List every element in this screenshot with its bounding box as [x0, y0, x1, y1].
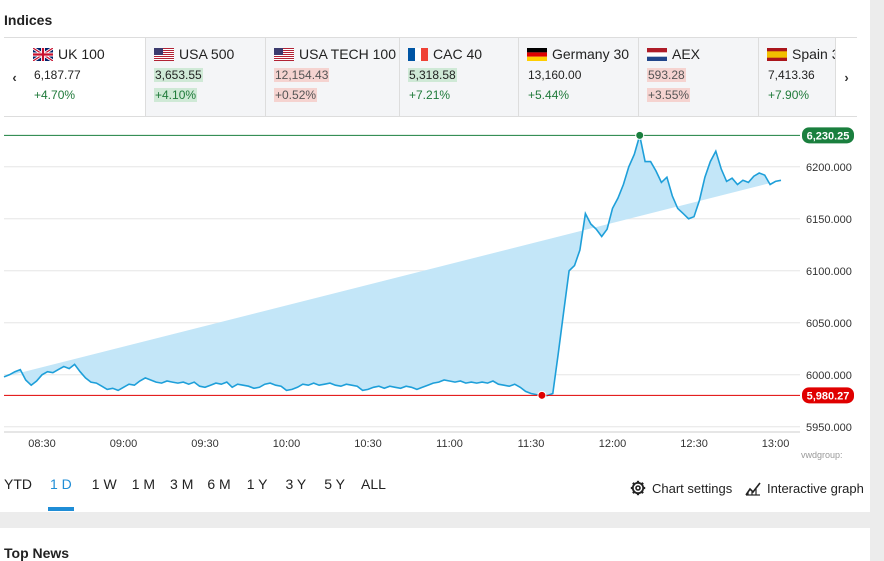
tile-price: 6,187.77	[34, 68, 81, 82]
period-all[interactable]: ALL	[361, 476, 386, 492]
section-title: Indices	[4, 12, 53, 28]
interactive-graph-button[interactable]: Interactive graph	[745, 480, 864, 496]
tile-change: +7.90%	[768, 88, 810, 102]
x-tick-label: 13:00	[762, 438, 790, 450]
index-tile-cac-40[interactable]: CAC 40 5,318.58 +7.21%	[400, 38, 519, 116]
interactive-graph-label: Interactive graph	[767, 480, 864, 496]
tile-price: 593.28	[647, 68, 686, 82]
x-tick-label: 09:30	[191, 438, 219, 450]
x-tick-label: 11:30	[518, 438, 545, 450]
indices-card: Indices ‹ UK 100 6,187.77 +4.70% USA 500…	[0, 0, 870, 512]
us-flag-icon	[274, 47, 294, 61]
period-6m[interactable]: 6 M	[207, 476, 231, 492]
tile-price: 3,653.55	[154, 68, 203, 82]
period-3y[interactable]: 3 Y	[285, 476, 307, 492]
source-label: vwdgroup:	[801, 450, 843, 460]
nl-flag-icon	[647, 47, 667, 61]
x-tick-label: 12:30	[680, 438, 708, 450]
low-badge-label: 5,980.27	[807, 390, 850, 402]
period-1m[interactable]: 1 M	[131, 476, 156, 492]
y-tick-label: 6100.000	[806, 266, 852, 278]
x-tick-label: 08:30	[28, 438, 56, 450]
tile-name: Spain 35	[792, 46, 848, 62]
period-3m[interactable]: 3 M	[170, 476, 194, 492]
gear-icon	[630, 480, 646, 496]
index-tile-spain-35[interactable]: Spain 35 7,413.36 +7.90%	[759, 38, 857, 116]
index-tile-uk-100[interactable]: UK 100 6,187.77 +4.70%	[25, 38, 146, 116]
gb-flag-icon	[32, 46, 54, 62]
scroll-left-button[interactable]: ‹	[4, 38, 26, 116]
tile-price: 5,318.58	[408, 68, 457, 82]
period-1y[interactable]: 1 Y	[246, 476, 268, 492]
tile-price: 13,160.00	[528, 68, 582, 82]
tile-change: +4.10%	[154, 88, 198, 102]
tile-change: +0.52%	[274, 88, 318, 102]
scroll-right-button[interactable]: ›	[835, 38, 857, 116]
y-tick-label: 6050.000	[806, 318, 852, 330]
tile-price: 12,154.43	[274, 68, 330, 82]
price-chart[interactable]: 6200.000 6150.000 6100.000 6050.000 6000.000…	[0, 120, 870, 465]
tile-name: USA TECH 100	[299, 46, 397, 62]
y-tick-label: 5950.000	[806, 422, 852, 434]
de-flag-icon	[527, 47, 547, 61]
index-tile-aex[interactable]: AEX 593.28 +3.55%	[639, 38, 759, 116]
tile-change: +4.70%	[34, 88, 76, 102]
y-tick-label: 6150.000	[806, 214, 852, 226]
chart-settings-label: Chart settings	[652, 480, 733, 496]
low-marker	[537, 390, 547, 400]
tile-name: USA 500	[179, 46, 235, 62]
period-1w[interactable]: 1 W	[91, 476, 117, 492]
top-news-title: Top News	[4, 545, 70, 561]
tile-change: +3.55%	[647, 88, 691, 102]
tile-name: CAC 40	[433, 46, 483, 62]
chevron-left-icon: ‹	[12, 69, 17, 85]
high-badge	[802, 127, 854, 144]
period-selector: YTD 1 D 1 W 1 M 3 M 6 M 1 Y 3 Y 5 Y ALL	[0, 476, 386, 511]
x-tick-label: 10:30	[354, 438, 382, 450]
y-tick-label: 6000.000	[806, 370, 852, 382]
period-ytd[interactable]: YTD	[4, 476, 32, 492]
chart-settings-button[interactable]: Chart settings	[630, 480, 732, 496]
tile-change: +7.21%	[409, 88, 451, 102]
price-line	[3, 135, 782, 397]
x-tick-label: 09:00	[110, 438, 138, 450]
period-5y[interactable]: 5 Y	[324, 476, 346, 492]
x-tick-label: 12:00	[599, 438, 627, 450]
tile-name: UK 100	[58, 46, 105, 62]
high-marker	[635, 130, 645, 140]
price-area	[4, 135, 781, 396]
index-ticker-strip: ‹ UK 100 6,187.77 +4.70% USA 500 3,653.5…	[4, 37, 857, 117]
index-tile-usa-500[interactable]: USA 500 3,653.55 +4.10%	[146, 38, 266, 116]
x-tick-label: 11:00	[436, 438, 463, 450]
tile-name: Germany 30	[552, 46, 630, 62]
y-tick-label: 6200.000	[806, 162, 852, 174]
index-tile-germany-30[interactable]: Germany 30 13,160.00 +5.44%	[519, 38, 639, 116]
index-tile-usa-tech-100[interactable]: USA TECH 100 12,154.43 +0.52%	[266, 38, 400, 116]
chevron-right-icon: ›	[844, 69, 849, 85]
tile-name: AEX	[672, 46, 701, 62]
tile-price: 7,413.36	[768, 68, 815, 82]
low-badge	[802, 387, 854, 404]
period-1d[interactable]: 1 D	[48, 476, 74, 511]
high-badge-label: 6,230.25	[807, 130, 850, 142]
x-tick-label: 10:00	[273, 438, 301, 450]
tile-change: +5.44%	[528, 88, 570, 102]
es-flag-icon	[767, 47, 787, 61]
fr-flag-icon	[408, 47, 428, 61]
line-chart-icon	[745, 480, 761, 496]
us-flag-icon	[154, 47, 174, 61]
top-news-section: Top News	[0, 528, 870, 561]
